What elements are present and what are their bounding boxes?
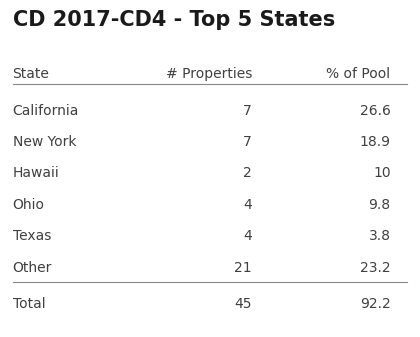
Text: 7: 7	[243, 135, 252, 149]
Text: 3.8: 3.8	[369, 229, 391, 243]
Text: Ohio: Ohio	[13, 198, 45, 212]
Text: 18.9: 18.9	[360, 135, 391, 149]
Text: Texas: Texas	[13, 229, 51, 243]
Text: 26.6: 26.6	[360, 104, 391, 118]
Text: 2: 2	[243, 166, 252, 181]
Text: 21: 21	[234, 261, 252, 275]
Text: CD 2017-CD4 - Top 5 States: CD 2017-CD4 - Top 5 States	[13, 10, 335, 30]
Text: 9.8: 9.8	[368, 198, 391, 212]
Text: 10: 10	[373, 166, 391, 181]
Text: 45: 45	[234, 297, 252, 311]
Text: New York: New York	[13, 135, 76, 149]
Text: California: California	[13, 104, 79, 118]
Text: State: State	[13, 67, 50, 82]
Text: Hawaii: Hawaii	[13, 166, 59, 181]
Text: 7: 7	[243, 104, 252, 118]
Text: 4: 4	[243, 229, 252, 243]
Text: 23.2: 23.2	[360, 261, 391, 275]
Text: Other: Other	[13, 261, 52, 275]
Text: # Properties: # Properties	[165, 67, 252, 82]
Text: 92.2: 92.2	[360, 297, 391, 311]
Text: % of Pool: % of Pool	[326, 67, 391, 82]
Text: Total: Total	[13, 297, 45, 311]
Text: 4: 4	[243, 198, 252, 212]
